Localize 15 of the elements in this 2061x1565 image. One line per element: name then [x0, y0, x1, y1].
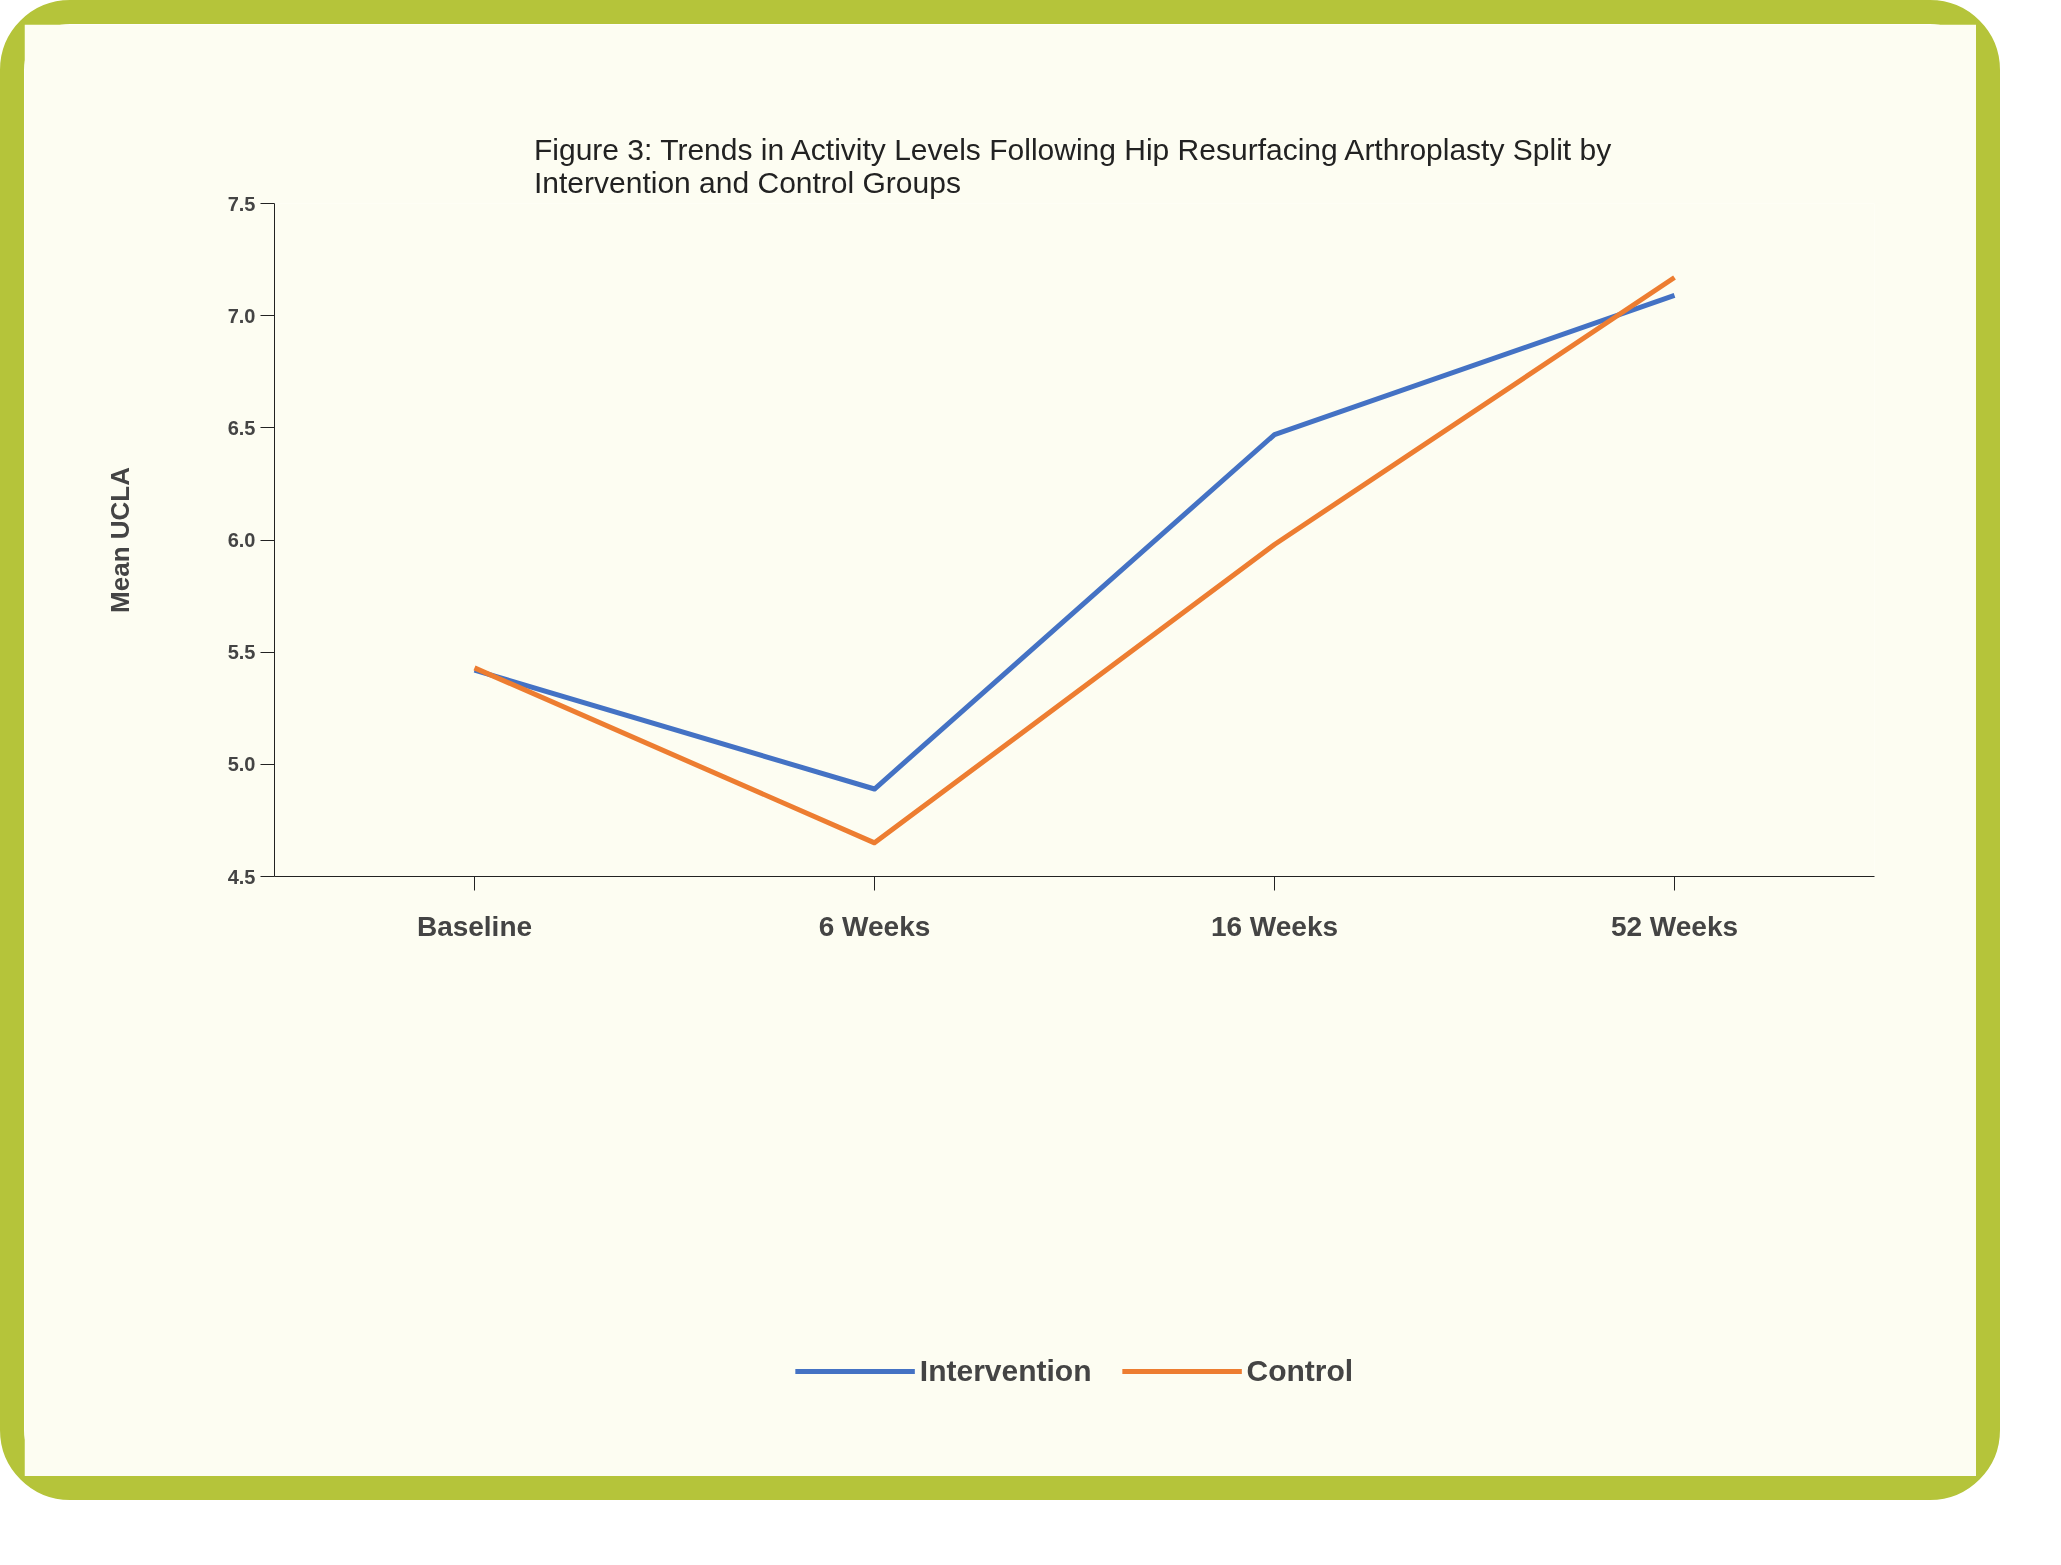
y-tick-label: 4.5 [227, 865, 256, 888]
y-tick-label: 7.5 [227, 192, 256, 215]
legend-label: Control [1246, 1353, 1354, 1388]
x-tick-label: 52 Weeks [1610, 910, 1739, 942]
x-tick-label: 6 Weeks [818, 910, 931, 942]
y-tick-label: 6.5 [227, 416, 256, 439]
x-tick-label: Baseline [416, 910, 533, 942]
y-tick-label: 7.0 [227, 304, 256, 327]
y-axis-title: Mean UCLA [104, 466, 135, 613]
y-tick-label: 6.0 [227, 529, 256, 551]
y-tick-label: 5.5 [227, 641, 256, 664]
legend-label: Intervention [919, 1353, 1092, 1388]
chart-title: Figure 3: Trends in Activity Levels Following Hip Resurfacing Arthroplasty Split by Intervention and Control Groups [534, 132, 1612, 199]
y-tick-label: 5.0 [227, 753, 256, 776]
x-tick-label: 16 Weeks [1210, 910, 1339, 942]
